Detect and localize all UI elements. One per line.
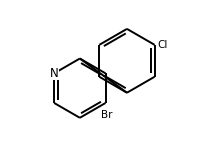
Text: Cl: Cl — [157, 40, 167, 50]
Text: Br: Br — [101, 110, 113, 120]
Text: N: N — [50, 67, 59, 80]
